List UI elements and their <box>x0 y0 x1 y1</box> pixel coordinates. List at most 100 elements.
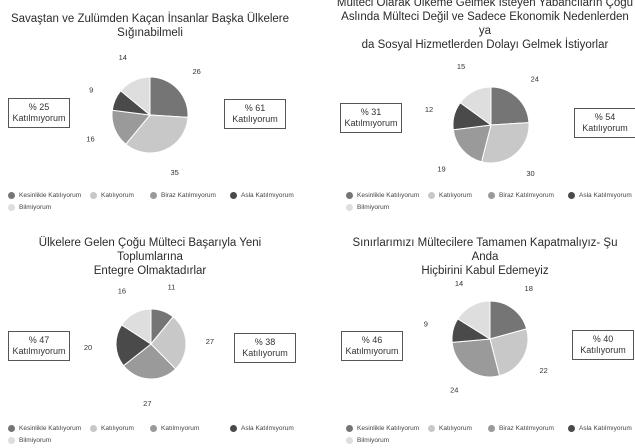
callout-pct: % 61 <box>244 103 266 113</box>
slice-value-label: 14 <box>455 279 463 288</box>
legend-swatch <box>488 192 495 199</box>
slice-value-label: 22 <box>540 366 548 375</box>
slice-value-label: 27 <box>143 399 151 408</box>
legend: Kesinlikle Katılıyorum Katılıyorum Katılmı… <box>8 424 308 448</box>
legend-swatch <box>90 192 97 199</box>
legend-label: Kesinlikle Katılıyorum <box>357 192 420 199</box>
pie-slice-katiliyorum <box>480 122 530 164</box>
slice-value-label: 11 <box>168 283 176 292</box>
callout-pct: % 31 <box>360 107 382 117</box>
legend-label: Katılmıyorum <box>161 425 200 432</box>
chart-title: Mülteci Olarak Ülkeme Gelmek İsteyen Yab… <box>336 0 634 51</box>
legend-item: Biraz Katılmıyorum <box>150 191 216 200</box>
legend: Kesinlikle Katılıyorum Katılıyorum Biraz K… <box>8 191 308 221</box>
slice-value-label: 18 <box>525 284 533 293</box>
slice-value-label: 14 <box>119 53 127 62</box>
legend-label: Katılıyorum <box>101 425 134 432</box>
slice-value-label: 15 <box>457 62 465 71</box>
pie-slice-biraz <box>451 338 501 378</box>
callout-label: Katılmıyorum <box>12 346 66 356</box>
callout-agree: % 61 Katılıyorum <box>224 99 286 129</box>
legend-item: Katılıyorum <box>428 191 472 200</box>
callout-disagree: % 46 Katılmıyorum <box>341 331 403 361</box>
legend-label: Bilmiyorum <box>357 204 390 211</box>
pie-slice-biraz <box>122 343 177 380</box>
pie-slice-bilmiyorum <box>457 300 491 340</box>
legend-item: Katılıyorum <box>90 191 134 200</box>
slice-value-label: 9 <box>89 86 93 95</box>
legend-item: Biraz Katılmıyorum <box>488 424 554 433</box>
legend-swatch <box>8 192 15 199</box>
legend: Kesinlikle Katılıyorum Katılıyorum Biraz K… <box>346 191 635 221</box>
legend-swatch <box>488 425 495 432</box>
slice-value-label: 26 <box>192 67 200 76</box>
legend-swatch <box>346 204 353 211</box>
legend-swatch <box>428 425 435 432</box>
legend-swatch <box>8 437 15 444</box>
callout-agree: % 38 Katılıyorum <box>234 333 296 363</box>
pie-slice-bilmiyorum <box>459 86 492 126</box>
pie-slice-biraz <box>452 124 492 163</box>
legend-label: Kesinlikle Katılıyorum <box>19 192 82 199</box>
legend-label: Asla Katılmıyorum <box>579 425 632 432</box>
slice-value-label: 19 <box>437 165 445 174</box>
callout-disagree: % 31 Katılmıyorum <box>340 103 402 133</box>
legend-label: Bilmiyorum <box>19 437 52 444</box>
legend-item: Bilmiyorum <box>8 203 51 212</box>
pie-slice-katiliyorum <box>489 328 529 377</box>
legend-swatch <box>568 192 575 199</box>
legend-label: Bilmiyorum <box>357 437 390 444</box>
callout-label: Katılmıyorum <box>12 113 66 123</box>
callout-pct: % 54 <box>594 112 616 122</box>
legend-item: Kesinlikle Katılıyorum <box>346 191 419 200</box>
callout-pct: % 38 <box>254 337 276 347</box>
callout-label: Katılıyorum <box>582 123 628 133</box>
pie-slice-katiliyorum <box>125 114 189 154</box>
chart-title: Savaştan ve Zulümden Kaçan İnsanlar Başk… <box>10 13 290 39</box>
callout-label: Katılmıyorum <box>344 118 398 128</box>
legend-swatch <box>230 425 237 432</box>
legend-swatch <box>230 192 237 199</box>
pie-slice-bilmiyorum <box>120 76 151 117</box>
pie-slice-kesinlikle <box>490 86 530 126</box>
legend-label: Biraz Katılmıyorum <box>499 425 554 432</box>
legend-swatch <box>90 425 97 432</box>
chart-title: Ülkelere Gelen Çoğu Mülteci Başarıyla Ye… <box>38 237 262 277</box>
pie-slice-asla <box>115 324 152 367</box>
callout-disagree: % 25 Katılmıyorum <box>8 98 70 128</box>
legend-item: Bilmiyorum <box>8 436 51 445</box>
slice-value-label: 12 <box>425 105 433 114</box>
legend: Kesinlikle Katılıyorum Katılıyorum Biraz K… <box>346 424 635 448</box>
legend-label: Katılıyorum <box>439 425 472 432</box>
legend-swatch <box>346 192 353 199</box>
legend-label: Asla Katılmıyorum <box>579 192 632 199</box>
callout-pct: % 25 <box>28 102 50 112</box>
callout-label: Katılıyorum <box>232 114 278 124</box>
legend-swatch <box>8 425 15 432</box>
callout-disagree: % 47 Katılmıyorum <box>8 331 70 361</box>
callout-label: Katılıyorum <box>580 345 626 355</box>
legend-swatch <box>150 192 157 199</box>
slice-value-label: 16 <box>118 286 126 295</box>
slice-value-label: 20 <box>84 343 92 352</box>
legend-item: Asla Katılmıyorum <box>230 424 294 433</box>
legend-item: Biraz Katılmıyorum <box>488 191 554 200</box>
slice-value-label: 24 <box>531 74 539 83</box>
pie-slice-katiliyorum <box>150 316 187 370</box>
legend-item: Bilmiyorum <box>346 203 389 212</box>
slice-value-label: 9 <box>424 320 428 329</box>
pie-slice-bilmiyorum <box>120 308 152 345</box>
legend-item: Asla Katılmıyorum <box>230 191 294 200</box>
legend-label: Katılıyorum <box>101 192 134 199</box>
callout-pct: % 46 <box>361 335 383 345</box>
legend-item: Katılıyorum <box>428 424 472 433</box>
chart-title: Sınırlarımızı Mültecilere Tamamen Kapatm… <box>352 237 618 277</box>
legend-swatch <box>8 204 15 211</box>
legend-swatch <box>346 437 353 444</box>
pie-slice-kesinlikle <box>489 300 528 340</box>
legend-item: Kesinlikle Katılıyorum <box>346 424 419 433</box>
